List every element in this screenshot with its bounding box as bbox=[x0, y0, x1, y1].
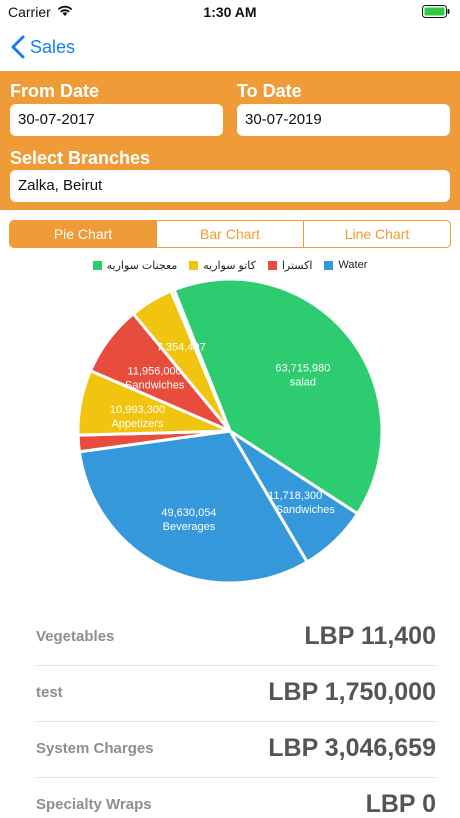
navigation-bar: Sales bbox=[0, 24, 460, 70]
carrier-label: Carrier bbox=[8, 4, 51, 20]
list-item[interactable]: Vegetables LBP 11,400 bbox=[0, 610, 460, 666]
legend-swatch bbox=[267, 260, 277, 270]
slice-value-label: 63,715,980 bbox=[275, 362, 330, 374]
legend-swatch bbox=[189, 260, 199, 270]
to-date-label: To Date bbox=[237, 81, 302, 101]
slice-value-label: 11,718,300 bbox=[268, 490, 322, 502]
legend-label: اكسترا bbox=[281, 259, 313, 272]
chart-legend: معجنات سواريه كاتو سواريه اكسترا Water bbox=[0, 257, 460, 273]
branches-field[interactable]: Zalka, Beirut bbox=[10, 170, 450, 202]
item-value: LBP 0 bbox=[365, 790, 436, 818]
slice-name-label: salad bbox=[290, 376, 316, 388]
select-branches-label: Select Branches bbox=[10, 148, 151, 168]
divider bbox=[36, 665, 436, 666]
slice-value-label: 11,956,000 bbox=[128, 365, 182, 377]
divider bbox=[36, 721, 436, 722]
tab-bar-chart[interactable]: Bar Chart bbox=[156, 221, 303, 247]
status-bar: Carrier 1:30 AM bbox=[0, 0, 460, 24]
pie-slice[interactable] bbox=[172, 277, 384, 516]
item-name: System Charges bbox=[36, 740, 154, 757]
status-time: 1:30 AM bbox=[203, 4, 257, 20]
legend-item: كاتو سواريه bbox=[189, 257, 256, 273]
legend-item: اكسترا bbox=[267, 257, 313, 273]
from-date-field[interactable]: 30-07-2017 bbox=[10, 104, 223, 136]
pie-slice[interactable] bbox=[169, 287, 232, 432]
list-item[interactable]: test LBP 1,750,000 bbox=[0, 666, 460, 722]
legend-item: معجنات سواريه bbox=[92, 257, 178, 273]
legend-label: كاتو سواريه bbox=[203, 259, 256, 272]
item-name: Specialty Wraps bbox=[36, 796, 152, 813]
tab-line-chart[interactable]: Line Chart bbox=[303, 221, 450, 247]
list-item[interactable]: System Charges LBP 3,046,659 bbox=[0, 722, 460, 778]
back-button[interactable]: Sales bbox=[10, 32, 75, 62]
divider bbox=[36, 777, 436, 778]
legend-swatch bbox=[92, 260, 102, 270]
slice-value-label: 49,630,054 bbox=[161, 507, 216, 519]
chevron-left-icon bbox=[11, 35, 25, 59]
list-item[interactable]: Specialty Wraps LBP 0 bbox=[0, 778, 460, 818]
slice-name-label: Beverages bbox=[163, 521, 216, 533]
tab-pie-chart[interactable]: Pie Chart bbox=[10, 221, 156, 247]
filter-panel: From Date 30-07-2017 To Date 30-07-2019 … bbox=[0, 71, 460, 210]
slice-name-label: Sandwiches bbox=[125, 379, 185, 391]
item-name: test bbox=[36, 684, 63, 701]
legend-label: Water bbox=[338, 259, 368, 271]
to-date-field[interactable]: 30-07-2019 bbox=[237, 104, 450, 136]
slice-name-label: Appetizers bbox=[111, 418, 163, 430]
item-value: LBP 1,750,000 bbox=[268, 678, 436, 706]
back-label: Sales bbox=[30, 36, 76, 57]
item-value: LBP 11,400 bbox=[304, 622, 436, 650]
pie-slice[interactable] bbox=[77, 429, 310, 585]
item-value: LBP 3,046,659 bbox=[268, 734, 436, 762]
from-date-label: From Date bbox=[10, 81, 100, 101]
item-name: Vegetables bbox=[36, 628, 115, 645]
legend-item: Water bbox=[324, 257, 367, 273]
wifi-icon bbox=[57, 5, 73, 16]
slice-value-label: 10,993,300 bbox=[110, 404, 165, 416]
legend-swatch bbox=[324, 260, 334, 270]
chart-type-segmented-control: Pie Chart Bar Chart Line Chart bbox=[9, 220, 451, 248]
legend-label: معجنات سواريه bbox=[106, 259, 178, 272]
battery-icon bbox=[422, 5, 450, 18]
